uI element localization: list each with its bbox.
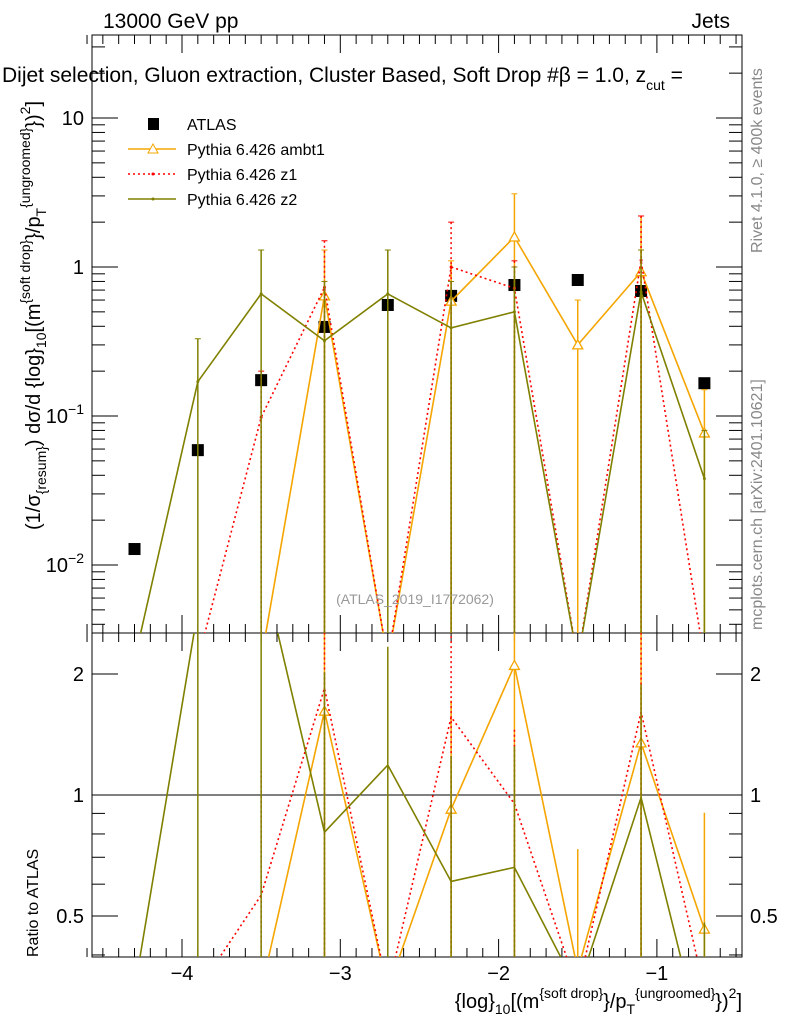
pythia-6-426-z2-marker — [512, 310, 516, 314]
ratio-xlabel: {log}10[(m{soft drop}}/pT{ungroomed}})2] — [455, 985, 742, 1017]
pythia-6-426-ambt1-line — [265, 235, 706, 633]
pythia-6-426-ambt1-marker — [573, 965, 583, 974]
pythia-6-426-ambt1-ratio-line — [267, 662, 706, 957]
pythia-6-426-z1-ratio-line — [218, 687, 698, 957]
pythia-6-426-z2-marker — [196, 380, 200, 384]
legend-pythia-6-426-ambt1-marker — [147, 142, 159, 154]
pythia-6-426-ambt1-marker — [571, 338, 584, 350]
x-tick-label: −1 — [645, 963, 668, 985]
x-tick-label: −4 — [171, 963, 194, 985]
y-tick-label: 10−1 — [46, 401, 84, 428]
header-right: Jets — [691, 10, 730, 33]
atlas-data-point — [128, 543, 141, 556]
legend-label: ATLAS — [187, 117, 237, 134]
pythia-6-426-z1-line — [204, 260, 701, 633]
watermark: (ATLAS_2019_I1772062) — [336, 591, 494, 607]
ratio-y-tick-label-right: 2 — [750, 664, 761, 686]
x-tick-label: −2 — [487, 963, 510, 985]
pythia-6-426-z2-marker — [449, 326, 453, 330]
legend-label: Pythia 6.426 z2 — [187, 192, 297, 209]
pythia-6-426-z2-line — [139, 291, 706, 633]
pythia-6-426-z2-marker — [259, 292, 263, 296]
atlas-data-point — [698, 377, 711, 390]
ratio-y-tick-label-right: 0.5 — [750, 906, 778, 928]
side-text-mcplots: mcplots.cern.ch [arXiv:2401.10621] — [749, 379, 766, 630]
pythia-6-426-z2-marker — [322, 339, 326, 343]
legend-pythia-6-426-z2-marker — [151, 197, 155, 201]
ratio-y-tick-label-right: 1 — [750, 785, 761, 807]
ratio-y-tick-label: 2 — [73, 664, 84, 686]
pythia-6-426-z1-marker — [449, 265, 453, 269]
atlas-data-point — [571, 273, 584, 286]
pythia-6-426-z2-marker — [386, 292, 390, 296]
ratio-ylabel: Ratio to ATLAS — [25, 849, 42, 957]
legend-label: Pythia 6.426 z1 — [187, 167, 297, 184]
legend-label: Pythia 6.426 ambt1 — [187, 142, 325, 159]
pythia-6-426-ambt1-marker — [508, 659, 521, 671]
plot-title-main: Dijet selection, Gluon extraction, Clust… — [2, 64, 646, 87]
y-tick-label: 1 — [73, 257, 84, 279]
y-tick-label: 10−2 — [46, 550, 84, 577]
legend-atlas-marker — [148, 118, 159, 130]
side-text-rivet: Rivet 4.1.0, ≥ 400k events — [749, 68, 766, 253]
ratio-y-tick-label: 0.5 — [56, 906, 84, 928]
pythia-6-426-z2-ratio-line — [139, 633, 682, 957]
pythia-6-426-ambt1-marker — [508, 230, 521, 242]
x-tick-label: −3 — [329, 963, 352, 985]
plot-title-tail: = — [665, 64, 683, 87]
y-tick-label: 10 — [62, 108, 84, 130]
legend-pythia-6-426-z1-marker — [151, 172, 155, 176]
ratio-y-tick-label: 1 — [73, 785, 84, 807]
plot-title-sub: cut — [646, 77, 665, 93]
header-left: 13000 GeV pp — [103, 10, 238, 33]
plot-title: Dijet selection, Gluon extraction, Clust… — [2, 64, 683, 93]
pythia-6-426-z2-marker — [702, 477, 706, 481]
main-ylabel: (1/σ{resum}) dσ/d {log}10[(m{soft drop}}… — [17, 101, 49, 530]
pythia-6-426-z2-marker — [639, 290, 643, 294]
